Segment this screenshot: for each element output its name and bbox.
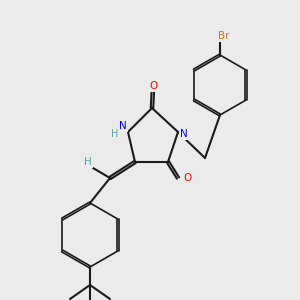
Text: N: N — [180, 129, 188, 139]
Text: H: H — [84, 157, 92, 167]
Text: Br: Br — [218, 31, 230, 41]
Text: O: O — [149, 81, 157, 91]
Text: O: O — [184, 173, 192, 183]
Text: N: N — [119, 121, 127, 131]
Text: H: H — [111, 129, 119, 139]
